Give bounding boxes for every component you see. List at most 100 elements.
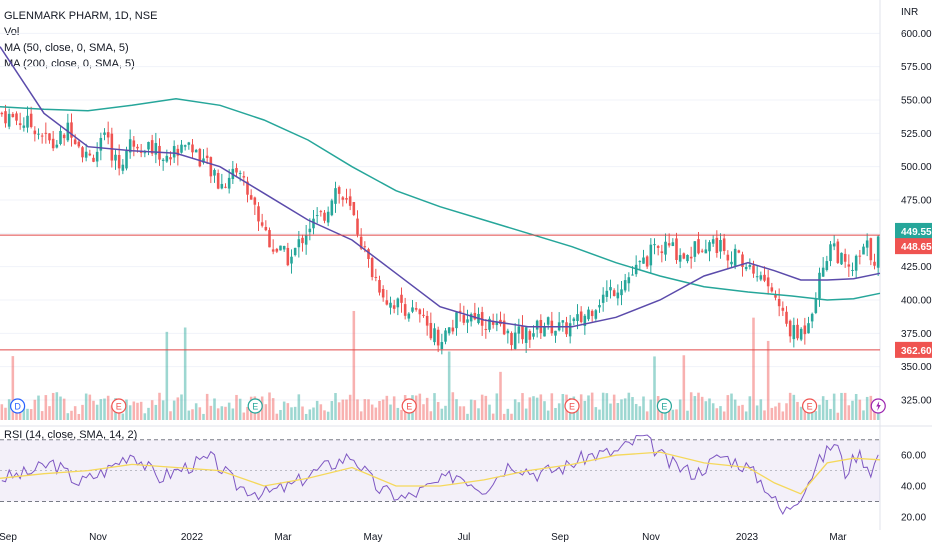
candle-body [572, 318, 576, 322]
volume-bar [268, 392, 271, 420]
candle-body [774, 294, 777, 298]
candle-body [590, 310, 594, 317]
candle-body [579, 311, 583, 323]
volume-bar [304, 413, 308, 420]
volume-bar [242, 412, 246, 420]
volume-bar [451, 392, 455, 420]
volume-bar [587, 395, 590, 420]
candle-body [854, 255, 858, 271]
volume-bar [216, 408, 220, 420]
price-label-box [895, 238, 932, 255]
candle-body [128, 139, 132, 153]
candle-body [605, 290, 609, 297]
volume-bar [719, 406, 722, 420]
candle-body [869, 238, 873, 261]
event-badge-letter: E [569, 402, 575, 412]
candle-body [491, 321, 495, 325]
candle-body [455, 312, 458, 329]
candle-body [568, 323, 572, 337]
candle-body [279, 245, 282, 251]
rsi-legend[interactable]: RSI (14, close, SMA, 14, 2) [4, 429, 138, 441]
candle-body [752, 265, 755, 274]
candle-body [502, 320, 506, 335]
candle-body [653, 244, 656, 246]
volume-bar [752, 317, 755, 420]
candle-body [458, 310, 462, 312]
candle-body [781, 307, 785, 311]
volume-bar [854, 393, 858, 420]
candle-body [286, 247, 290, 266]
volume-bar [733, 399, 737, 420]
volume-bar [473, 400, 477, 420]
candle-body [865, 240, 869, 248]
legend-ma50[interactable]: MA (50, close, 0, SMA, 5) [4, 42, 129, 54]
event-badge [247, 398, 263, 414]
candle-body [627, 277, 631, 284]
candle-body [202, 158, 205, 163]
volume-bar [477, 408, 480, 420]
volume-bar [642, 396, 645, 420]
candle-body [414, 308, 418, 310]
volume-bar [198, 407, 202, 420]
volume-bar [143, 413, 147, 420]
volume-bar [675, 409, 678, 420]
candle-body [422, 314, 425, 316]
candle-body [513, 332, 517, 349]
volume-bar [7, 399, 11, 420]
candle-body [224, 186, 227, 188]
volume-bar [865, 396, 869, 420]
volume-bar [238, 398, 242, 420]
volume-bar [139, 401, 143, 420]
volume-bar [88, 394, 92, 420]
candle-body [429, 322, 433, 339]
candle-body [396, 298, 400, 308]
event-badge-letter: E [252, 402, 258, 412]
candle-body [704, 249, 708, 254]
legend-vol[interactable]: Vol [4, 26, 20, 38]
candle-body [682, 253, 686, 259]
candle-body [92, 157, 95, 162]
candle-body [543, 327, 546, 337]
volume-bar [92, 400, 95, 420]
volume-bar [609, 403, 612, 420]
candle-body [301, 237, 304, 244]
candle-body [323, 212, 326, 221]
candle-body [334, 188, 337, 204]
event-badge [564, 398, 580, 414]
candle-body [326, 211, 330, 223]
volume-bar [697, 392, 700, 420]
candle-body [40, 135, 44, 137]
candle-body [488, 318, 491, 330]
candle-body [836, 241, 840, 263]
volume-bar [341, 399, 345, 420]
volume-bar [664, 411, 667, 420]
candle-body [7, 113, 11, 127]
volume-bar [99, 399, 103, 420]
volume-bar [715, 408, 719, 420]
volume-bar [455, 399, 458, 420]
candle-body [792, 325, 796, 340]
volume-bar [84, 393, 88, 420]
volume-bar [601, 392, 605, 420]
candle-body [664, 241, 667, 255]
candle-body [385, 300, 389, 305]
candle-body [110, 133, 114, 161]
legend-symbol[interactable]: GLENMARK PHARM, 1D, NSE [4, 10, 158, 22]
volume-bar [506, 408, 510, 420]
candle-body [521, 325, 524, 340]
candle-body [205, 155, 209, 158]
volume-bar [323, 410, 326, 420]
volume-bar [700, 396, 704, 420]
volume-bar [205, 393, 209, 420]
volume-bar [337, 402, 341, 420]
x-tick: 2023 [736, 532, 759, 543]
volume-bar [367, 399, 370, 420]
candle-body [700, 250, 704, 252]
candle-body [187, 142, 191, 145]
candle-body [554, 330, 557, 336]
candle-body [763, 274, 766, 281]
candle-body [238, 172, 242, 174]
candle-body [161, 159, 165, 162]
price-tick: 575.00 [901, 62, 932, 73]
